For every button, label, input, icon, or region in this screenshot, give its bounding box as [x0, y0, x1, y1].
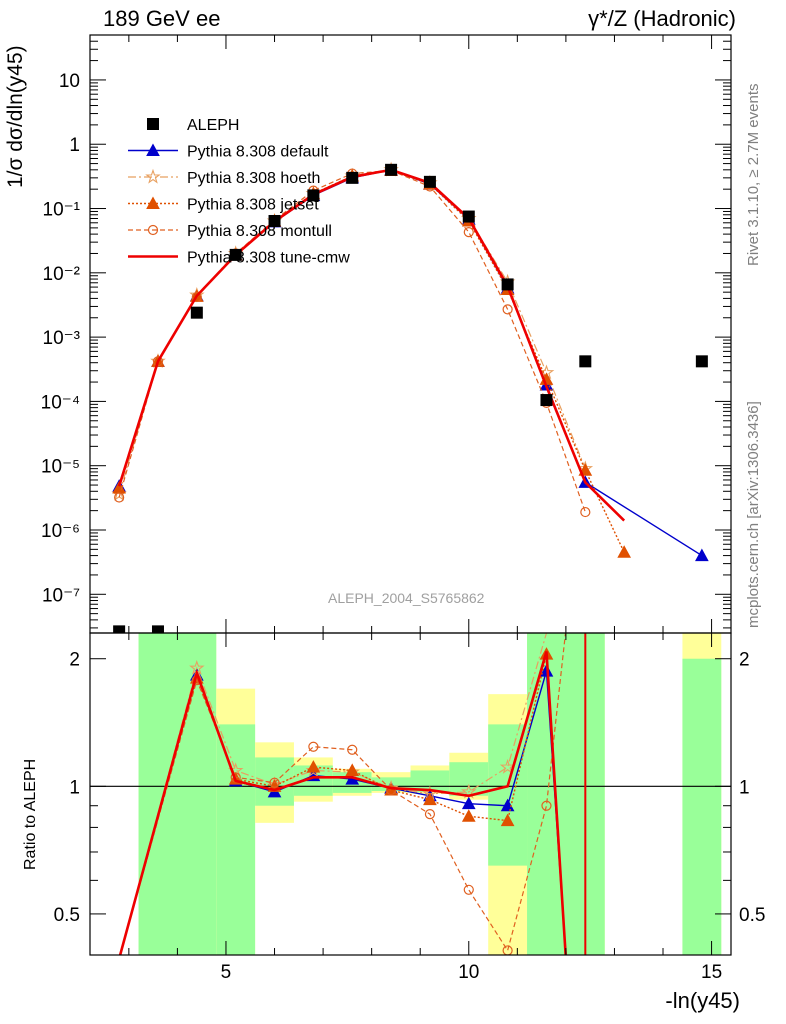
legend-label-2: Pythia 8.308 hoeth [187, 170, 320, 187]
band-inner-0 [138, 633, 217, 955]
ratio-point-1-4 [305, 762, 322, 778]
band-inner-8 [488, 724, 528, 866]
data-point-11 [540, 394, 553, 407]
band-inner-9 [527, 633, 605, 955]
legend-label-5: Pythia 8.308 tune-cmw [187, 250, 350, 267]
data-point-7 [385, 163, 398, 176]
legend: ALEPH Pythia 8.308 default Pythia 8.308 ho… [128, 117, 350, 267]
y-tick-label-0: 10 [59, 71, 80, 92]
main-line-1 [118, 169, 586, 495]
mcplots-label: mcplots.cern.ch [arXiv:1306.3436] [745, 401, 762, 628]
legend-marker-3 [146, 196, 160, 209]
ratio-point-3-3 [269, 777, 280, 788]
plot-frames [89, 34, 732, 956]
ratio-point-2-8 [461, 809, 476, 822]
data-point-1 [151, 625, 164, 633]
ratio-point-2-5 [345, 763, 360, 776]
ratio-y-label-left-1: 1 [69, 777, 80, 798]
y-tick-label-1: 1 [69, 135, 80, 156]
y-tick-label-7: 10⁻⁶ [41, 521, 80, 542]
legend-label-3: Pythia 8.308 jetset [187, 197, 319, 214]
legend-marker-2 [145, 168, 161, 184]
analysis-label: ALEPH_2004_S5765862 [328, 590, 485, 606]
main-point-2-13 [617, 545, 632, 558]
legend-marker-1 [146, 143, 160, 156]
main-series [111, 161, 709, 633]
rivet-label: Rivet 3.1.10, ≥ 2.7M events [745, 83, 762, 267]
ratio-point-0-8 [461, 796, 476, 810]
data-point-5 [307, 189, 320, 202]
ratio-point-2-9 [500, 813, 515, 827]
data-point-6 [346, 171, 359, 184]
legend-marker-4 [147, 224, 159, 236]
x-tick-label-15: 15 [701, 962, 722, 983]
y-tick-label-8: 10⁻⁷ [42, 585, 80, 606]
ratio-line-1 [119, 633, 549, 955]
ratio-y-label-left-2: 2 [69, 650, 80, 671]
data-point-2 [190, 306, 203, 319]
data-point-13 [695, 355, 708, 368]
ratio-y-label-right-1: 1 [739, 777, 750, 798]
ratio-point-3-8 [463, 884, 474, 895]
ratio-point-1-9 [499, 758, 516, 774]
data-point-8 [423, 175, 436, 188]
data-point-4 [268, 214, 281, 227]
main-y-axis-title: 1/σ dσ/dln(y45) [4, 45, 27, 188]
data-point-0 [113, 625, 126, 633]
main-line-4 [117, 168, 626, 522]
ratio-point-2-4 [306, 760, 321, 773]
main-point-3-12 [580, 506, 591, 518]
y-tick-label-5: 10⁻⁴ [41, 392, 80, 413]
ratio-y-label-right-0.5: 0.5 [739, 905, 765, 926]
band-inner-1 [216, 724, 256, 955]
main-point-0-13 [695, 548, 709, 562]
data-point-10 [501, 278, 514, 291]
ratio-frame [89, 632, 732, 956]
ratio-point-3-10 [541, 800, 552, 811]
x-tick-label-5: 5 [221, 962, 232, 983]
main-point-3-10 [502, 304, 513, 315]
data-point-9 [462, 210, 475, 223]
legend-marker-0 [147, 118, 159, 130]
ratio-point-3-6 [385, 784, 397, 796]
ratio-y-label-right-2: 2 [739, 650, 750, 671]
ratio-y-label-left-0.5: 0.5 [54, 905, 80, 926]
data-point-3 [229, 248, 242, 261]
x-axis-title: -ln(y45) [665, 988, 740, 1013]
header-left: 189 GeV ee [103, 6, 221, 31]
y-tick-label-6: 10⁻⁵ [41, 457, 80, 478]
header-right: γ*/Z (Hadronic) [588, 6, 736, 31]
legend-label-0: ALEPH [187, 117, 239, 134]
band-inner-7 [449, 762, 489, 796]
ratio-point-3-5 [347, 744, 358, 755]
ratio-y-axis-title: Ratio to ALEPH [22, 758, 39, 870]
ratio-point-2-7 [423, 792, 437, 806]
legend-label-4: Pythia 8.308 montull [187, 223, 332, 240]
x-tick-label-10: 10 [458, 962, 479, 983]
ratio-line-4 [118, 651, 567, 955]
main-point-3-9 [463, 226, 474, 238]
data-point-12 [579, 355, 592, 368]
main-line-3 [118, 169, 586, 513]
y-tick-label-4: 10⁻³ [43, 328, 81, 349]
ratio-point-3-7 [424, 808, 436, 820]
main-point-3-0 [114, 492, 125, 503]
band-inner-10 [682, 658, 722, 955]
legend-label-1: Pythia 8.308 default [187, 144, 329, 161]
main-point-3-2 [191, 291, 202, 303]
ratio-series [90, 633, 731, 955]
axis-ticks: 5 10 15 10 1 10⁻¹ 10⁻² 10⁻³ 10⁻⁴ 10⁻⁵ 10⁻⁶ 10⁻⁷ 0.5 0… [41, 34, 765, 983]
main-point-3-1 [152, 356, 164, 367]
ratio-point-3-4 [308, 741, 319, 752]
y-tick-label-2: 10⁻¹ [43, 200, 81, 221]
y-tick-label-3: 10⁻² [43, 264, 81, 285]
